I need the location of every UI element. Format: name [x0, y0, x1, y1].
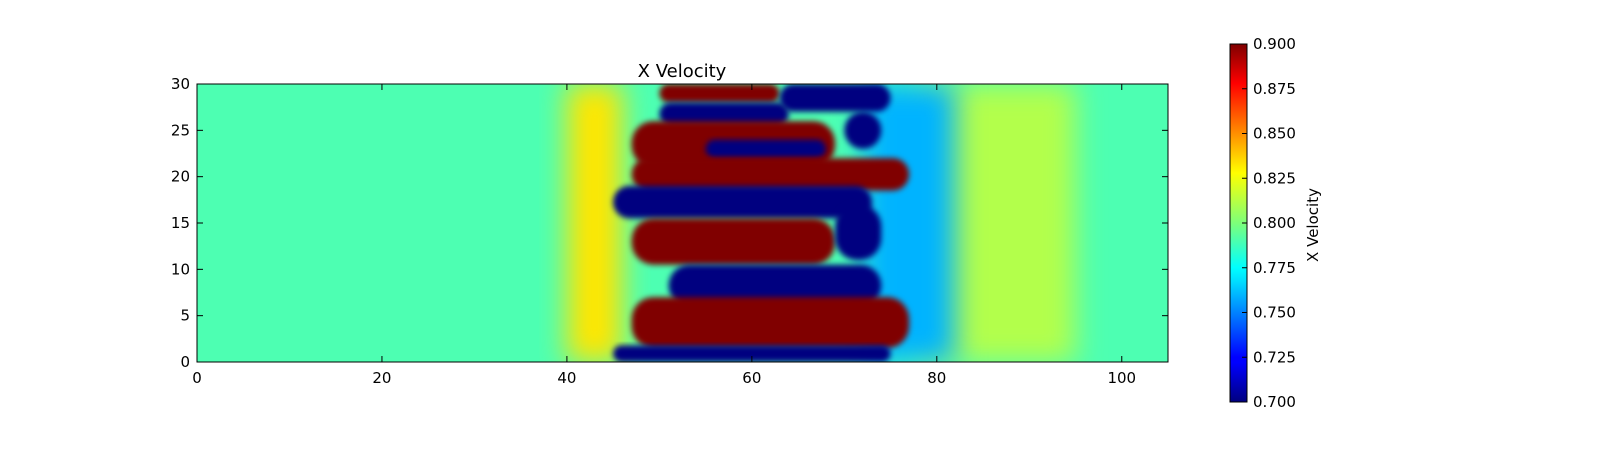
heatmap-region-blue-band-3	[668, 264, 882, 307]
colorbar-tick-label: 0.750	[1253, 304, 1296, 322]
colorbar-tick-label: 0.775	[1253, 259, 1296, 277]
y-tick-label: 10	[171, 260, 190, 278]
colorbar-tick-label: 0.800	[1253, 214, 1296, 232]
heatmap-region-blue-inner	[705, 139, 826, 159]
heatmap-region-red-band-3	[631, 218, 836, 265]
heatmap-regions	[566, 84, 1076, 362]
heatmap-region-blue-band-1	[659, 102, 789, 126]
heatmap-region-upstream-gradient	[566, 84, 623, 362]
x-axis: 0 20 40 60 80 100	[192, 84, 1136, 387]
chart-title: X Velocity	[638, 61, 727, 82]
heatmap-region-red-band-4	[631, 297, 910, 349]
y-tick-label: 5	[180, 307, 190, 325]
x-tick-label: 0	[192, 369, 202, 387]
heatmap-region-blue-right-1	[844, 111, 882, 149]
heatmap-region-red-band-2	[631, 158, 910, 191]
x-tick-label: 100	[1107, 369, 1136, 387]
colorbar-tick-label: 0.900	[1253, 35, 1296, 53]
y-tick-label: 25	[171, 121, 190, 139]
x-tick-label: 80	[927, 369, 946, 387]
heatmap-region-top-blue	[779, 84, 891, 112]
colorbar-tick-label: 0.875	[1253, 80, 1296, 98]
x-tick-label: 20	[372, 369, 391, 387]
colorbar-tick-label: 0.825	[1253, 169, 1296, 187]
y-tick-label: 30	[171, 75, 190, 93]
heatmap-region-blue-band-2	[613, 185, 873, 219]
colorbar-tick-label: 0.725	[1253, 348, 1296, 366]
colorbar-tick-label: 0.700	[1253, 393, 1296, 411]
y-tick-label: 20	[171, 168, 190, 186]
y-tick-label: 15	[171, 214, 190, 232]
x-tick-label: 40	[557, 369, 576, 387]
x-tick-label: 60	[742, 369, 761, 387]
heatmap-region-top-red	[659, 84, 780, 103]
heatmap	[197, 84, 1168, 362]
heatmap-region-blue-right-2	[835, 204, 882, 261]
colorbar-label: X Velocity	[1304, 188, 1322, 262]
colorbar-tick-label: 0.850	[1253, 125, 1296, 143]
y-axis: 0 5 10 15 20 25 30	[171, 75, 1168, 371]
heatmap-region-blue-bottom	[613, 345, 891, 362]
colorbar-ticks: 0.700 0.725 0.750 0.775 0.800 0.825 0.850 0.875…	[1242, 35, 1296, 411]
y-tick-label: 0	[180, 353, 190, 371]
